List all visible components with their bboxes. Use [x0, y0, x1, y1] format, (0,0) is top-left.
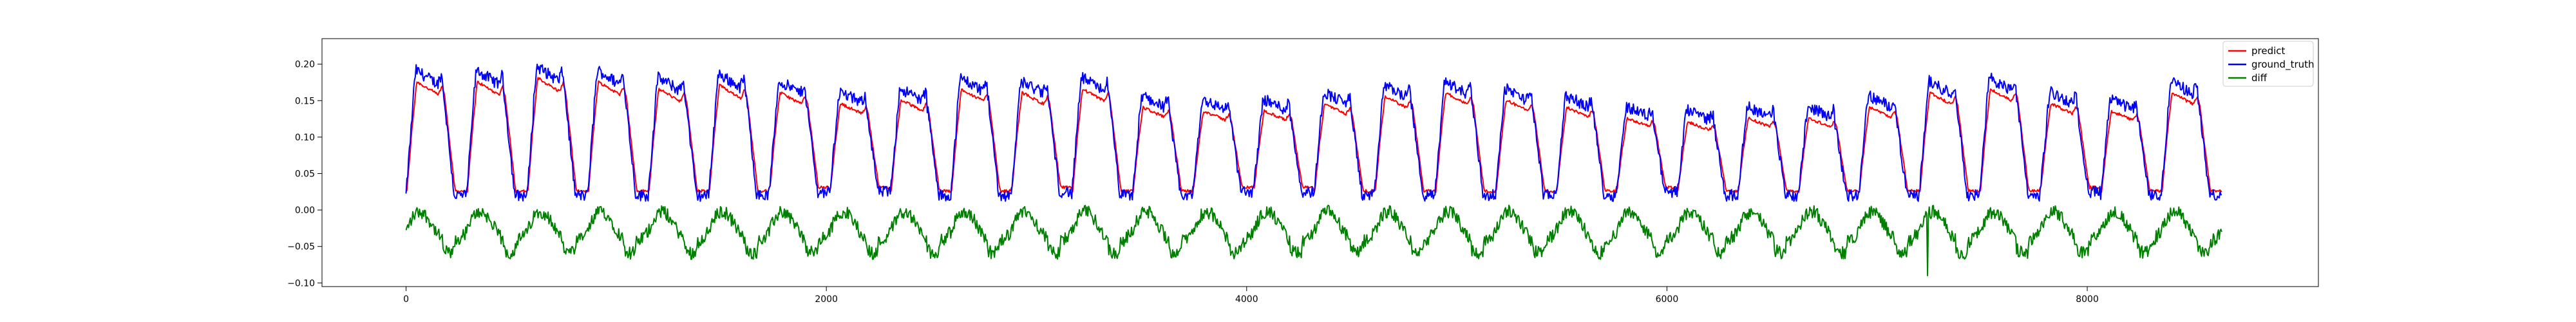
y-tick-label: 0.15 [295, 96, 315, 106]
y-tick-label: 0.20 [295, 60, 315, 70]
x-tick-label: 4000 [1235, 294, 1258, 305]
x-tick-label: 8000 [2076, 294, 2099, 305]
legend-box [2222, 41, 2314, 87]
y-tick-label: −0.10 [287, 278, 315, 289]
y-tick-label: 0.00 [295, 205, 315, 216]
series-layer [405, 63, 2222, 276]
legend-label-diff: diff [2251, 72, 2268, 84]
x-axis: 0 2000 4000 6000 8000 [403, 287, 2099, 305]
plot-frame [321, 38, 2319, 287]
y-axis: −0.10 −0.05 0.00 0.05 0.10 0.15 0.20 [287, 60, 322, 289]
y-tick-label: −0.05 [287, 242, 315, 252]
y-tick-label: 0.05 [295, 169, 315, 179]
x-tick-label: 2000 [815, 294, 838, 305]
legend-label-ground-truth: ground_truth [2251, 59, 2315, 71]
x-tick-label: 6000 [1656, 294, 1679, 305]
y-tick-label: 0.10 [295, 133, 315, 143]
series-line-diff [405, 204, 2222, 276]
x-tick-label: 0 [403, 294, 409, 305]
legend-label-predict: predict [2251, 45, 2286, 57]
series-line-ground-truth [405, 63, 2222, 202]
